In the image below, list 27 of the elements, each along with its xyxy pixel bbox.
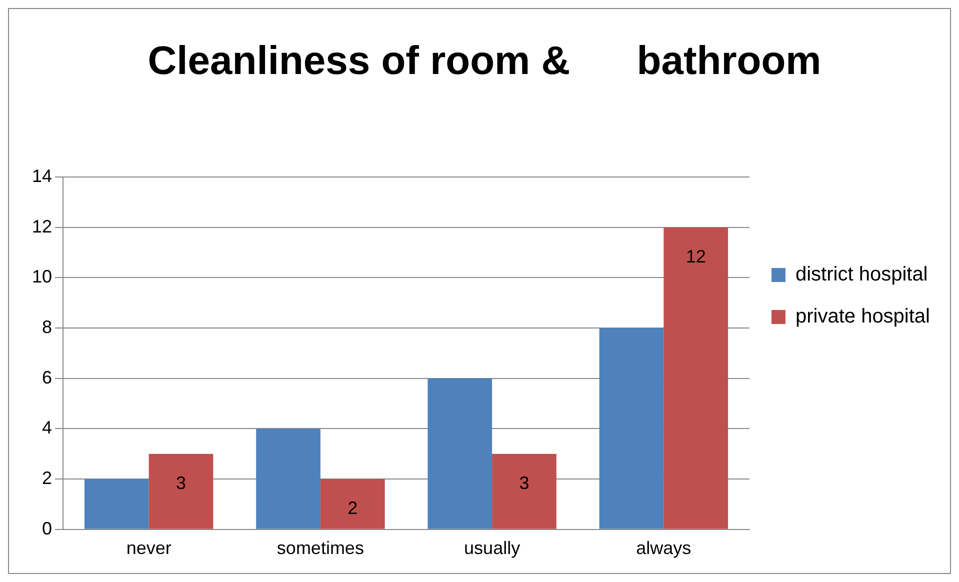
y-tick-label: 14 — [32, 166, 52, 186]
data-label: 3 — [519, 472, 530, 493]
data-label: 2 — [348, 498, 358, 518]
y-tick-label: 12 — [32, 216, 52, 236]
y-tick-label: 2 — [42, 468, 52, 488]
y-tick-label: 4 — [42, 418, 52, 438]
bar — [599, 328, 664, 529]
x-tick-label: sometimes — [276, 538, 364, 558]
chart-title: Cleanliness of room & bathroom — [148, 39, 822, 84]
y-tick-label: 8 — [42, 316, 52, 337]
bar — [320, 479, 385, 529]
legend-label: private hospital — [795, 306, 930, 328]
y-tick-label: 10 — [32, 266, 52, 287]
y-tick-label: 0 — [42, 518, 52, 538]
x-tick-label: usually — [464, 538, 520, 558]
x-tick-label: never — [126, 538, 172, 558]
y-tick-label: 6 — [42, 367, 52, 388]
bar — [256, 428, 320, 529]
data-label: 3 — [176, 472, 186, 493]
bar — [492, 454, 556, 529]
bar — [664, 227, 728, 529]
bar — [428, 378, 492, 529]
x-tick-label: always — [636, 538, 692, 558]
bar — [148, 454, 214, 529]
bar — [84, 479, 149, 529]
legend-label: district hospital — [795, 264, 928, 286]
data-label: 12 — [686, 246, 706, 266]
